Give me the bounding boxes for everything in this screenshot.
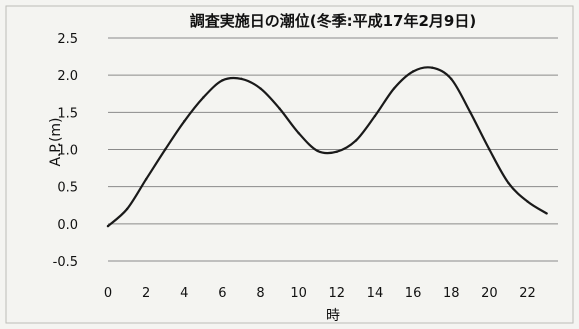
gridlines: [108, 37, 558, 262]
tide-series-line: [106, 66, 548, 228]
x-tick-label: 12: [329, 286, 346, 301]
data-point: [297, 131, 300, 135]
data-point: [278, 107, 281, 110]
data-point: [106, 224, 110, 228]
y-axis-label: A.P.(m): [48, 117, 64, 166]
y-tick-label: 0.0: [57, 218, 78, 233]
data-point: [545, 212, 548, 215]
tide-data-points: [106, 66, 548, 228]
x-tick-label: 6: [218, 286, 226, 301]
x-tick-label: 16: [405, 286, 422, 301]
y-tick-labels: 2.5 2.0 1.5 1.0 0.5 0.0 -0.5: [53, 32, 78, 270]
data-point: [202, 96, 205, 99]
chart-frame: [5, 5, 574, 324]
data-point: [430, 66, 434, 69]
y-tick-label: 0.5: [57, 181, 78, 196]
x-tick-label: 14: [367, 286, 384, 301]
data-point: [221, 79, 224, 82]
y-tick-label: 2.0: [57, 69, 78, 84]
data-point: [316, 149, 319, 153]
y-tick-label: 1.0: [57, 144, 78, 159]
data-point: [373, 114, 377, 118]
data-point: [354, 139, 358, 142]
data-point: [259, 87, 262, 90]
data-point: [507, 181, 510, 185]
data-point: [164, 148, 167, 151]
x-tick-label: 10: [290, 286, 307, 301]
x-tick-label: 22: [519, 286, 536, 301]
data-point: [469, 111, 472, 114]
chart-title: 調査実施日の潮位(冬季:平成17年2月9日): [190, 12, 476, 30]
data-point: [144, 178, 148, 181]
data-point: [125, 207, 129, 211]
x-tick-label: 0: [104, 286, 112, 301]
data-point: [526, 200, 529, 203]
y-tick-label: 1.5: [57, 106, 78, 121]
data-point: [335, 150, 339, 153]
x-tick-label: 20: [481, 286, 498, 301]
x-tick-label: 4: [180, 286, 188, 301]
y-tick-label: -0.5: [53, 255, 78, 270]
data-point: [183, 120, 186, 123]
x-tick-labels: 0 2 4 6 8 10 12 14 16 18 20 22: [104, 286, 536, 301]
x-tick-label: 2: [142, 286, 150, 301]
y-tick-label: 2.5: [57, 32, 78, 47]
data-point: [488, 148, 491, 151]
x-tick-label: 8: [256, 286, 264, 301]
data-point: [450, 77, 453, 81]
data-point: [411, 70, 415, 73]
x-tick-label: 18: [443, 286, 460, 301]
x-axis-label: 時: [326, 308, 340, 324]
data-point: [240, 77, 243, 81]
data-point: [392, 87, 396, 90]
